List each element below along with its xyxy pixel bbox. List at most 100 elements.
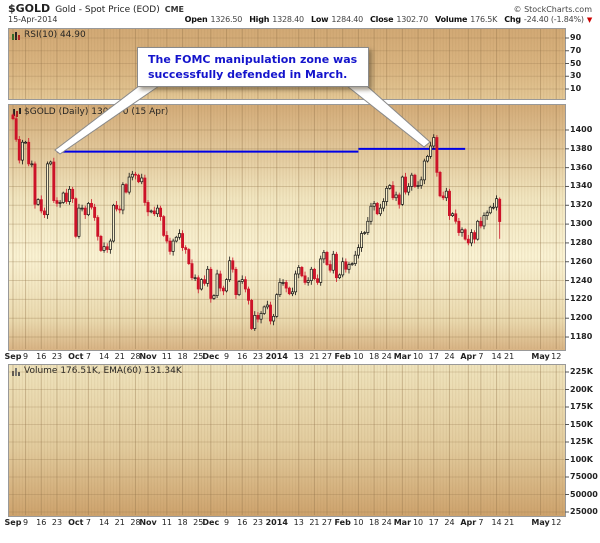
close-label: Close <box>370 15 394 24</box>
close-value: 1302.70 <box>396 15 429 24</box>
volume-panel <box>8 364 566 517</box>
price-axis-label: 1260 <box>570 256 593 266</box>
date-axis-label: 25 <box>193 352 204 361</box>
price-axis-label: 1320 <box>570 200 593 210</box>
annotation-line2: successfully defended in March. <box>148 68 348 81</box>
volume-axis-label: 125K <box>570 437 593 446</box>
date-axis-label: 24 <box>444 352 455 361</box>
date-axis-label: 14 <box>98 352 110 361</box>
date-axis-label: 16 <box>36 352 47 361</box>
date-axis-label: 9 <box>23 518 29 527</box>
rsi-indicator-icon <box>12 31 20 40</box>
date-axis-label: 7 <box>478 352 484 361</box>
date-axis-label: 21 <box>504 518 515 527</box>
date-axis-label: 10 <box>412 518 424 527</box>
volume-axis-label: 225K <box>570 367 593 376</box>
date-axis-label: 25 <box>193 518 204 527</box>
price-axis-label: 1360 <box>570 162 593 172</box>
date-axis-label: Dec <box>202 352 220 361</box>
date-axis-label: May <box>531 352 550 361</box>
price-axis-label: 1400 <box>570 125 593 134</box>
price-panel-label: $GOLD (Daily) 1302.70 (15 Apr) <box>12 107 168 117</box>
high-value: 1328.40 <box>272 15 304 24</box>
annotation-line1: The FOMC manipulation zone was <box>148 53 358 66</box>
quote-row: 15-Apr-2014 Open 1326.50 High 1328.40 Lo… <box>8 15 592 27</box>
rsi-axis-label: 10 <box>570 84 582 93</box>
date-axis-label: Dec <box>202 518 220 527</box>
date-axis-label: 9 <box>23 352 29 361</box>
date-axis-label: 10 <box>353 352 364 361</box>
date-axis-label: 17 <box>428 352 439 361</box>
open-value: 1326.50 <box>210 15 243 24</box>
date-axis-label: 14 <box>98 518 110 527</box>
volume-panel-label: Volume 176.51K, EMA(60) 131.34K <box>12 366 182 376</box>
date-axis-label: 7 <box>85 518 91 527</box>
date-axis-label: Apr <box>460 352 477 361</box>
date-axis-label: Mar <box>393 518 412 527</box>
rsi-panel-label: RSI(10) 44.90 <box>12 30 86 40</box>
date-axis-label: 16 <box>36 518 47 527</box>
date-axis-label: 28 <box>130 352 141 361</box>
date-axis-label: 16 <box>237 352 248 361</box>
chg-dropdown-arrow-icon[interactable]: ▼ <box>586 16 592 24</box>
date-axis-label: 28 <box>130 518 141 527</box>
date-axis-label: 9 <box>223 518 230 527</box>
date-axis-label: Feb <box>334 518 351 527</box>
chart-header: $GOLD Gold - Spot Price (EOD) CME © Stoc… <box>8 2 592 15</box>
date-axis-label: Nov <box>139 518 157 527</box>
volume-axis-label: 175K <box>570 402 593 411</box>
date-axis-label: 27 <box>321 518 333 527</box>
annotation-callout: The FOMC manipulation zone was successfu… <box>137 47 369 87</box>
date-axis-label: Sep <box>4 352 22 361</box>
price-axis-label: 1340 <box>570 181 593 191</box>
date-axis-label: 2014 <box>265 352 288 361</box>
date-axis-label: 14 <box>491 518 502 527</box>
low-label: Low <box>310 15 329 24</box>
date-axis-label: 18 <box>369 352 380 361</box>
instrument-title: Gold - Spot Price (EOD) <box>55 5 160 15</box>
date-axis-label: 13 <box>293 352 304 361</box>
date-axis-label: 12 <box>551 518 562 527</box>
price-axis-label: 1220 <box>570 294 593 304</box>
date-axis-label: May <box>531 518 550 527</box>
candlestick-chart-icon <box>13 107 21 117</box>
date-axis-label: 16 <box>237 518 248 527</box>
date-axis-label: Feb <box>334 352 351 361</box>
date-axis-label: 23 <box>252 352 263 361</box>
chg-label: Chg <box>504 15 521 24</box>
date-axis-label: 18 <box>177 352 188 361</box>
quote-date: 15-Apr-2014 <box>8 15 58 24</box>
exchange: CME <box>164 5 185 14</box>
date-axis-label: Apr <box>460 518 477 527</box>
date-axis-label: Oct <box>68 352 84 361</box>
date-axis-label: 9 <box>223 352 230 361</box>
date-axis-label: 2014 <box>265 518 288 527</box>
date-axis-label: 21 <box>309 352 320 361</box>
date-axis-label: 24 <box>444 518 455 527</box>
date-axis-label: 27 <box>321 352 333 361</box>
date-axis-label: 7 <box>85 352 91 361</box>
low-value: 1284.40 <box>331 15 364 24</box>
volume-axis-label: 50000 <box>570 489 598 499</box>
price-axis-label: 1180 <box>570 332 593 342</box>
date-axis-label: 23 <box>252 518 263 527</box>
stockcharts-credit-link[interactable]: © StockCharts.com <box>513 5 592 14</box>
date-axis-label: 23 <box>51 518 63 527</box>
date-axis-label: Mar <box>393 352 412 361</box>
price-panel <box>8 104 566 351</box>
volume-label: Volume <box>435 15 468 24</box>
volume-axis-label: 75000 <box>570 472 598 481</box>
chg-value: -24.40 (-1.84%) <box>523 15 584 24</box>
rsi-axis-label: 50 <box>570 58 582 68</box>
rsi-axis-label: 70 <box>570 45 582 55</box>
date-axis-label: 21 <box>114 352 125 361</box>
symbol: $GOLD <box>8 2 51 15</box>
date-axis-label: 14 <box>491 352 502 361</box>
price-axis-label: 1240 <box>570 275 593 285</box>
date-axis-label: 24 <box>381 518 392 527</box>
price-axis-label: 1280 <box>570 237 593 247</box>
date-axis-label: Nov <box>139 352 157 361</box>
quote-values: Open 1326.50 High 1328.40 Low 1284.40 Cl… <box>178 15 593 24</box>
date-axis-label: 10 <box>353 518 364 527</box>
date-axis-label: 23 <box>51 352 63 361</box>
